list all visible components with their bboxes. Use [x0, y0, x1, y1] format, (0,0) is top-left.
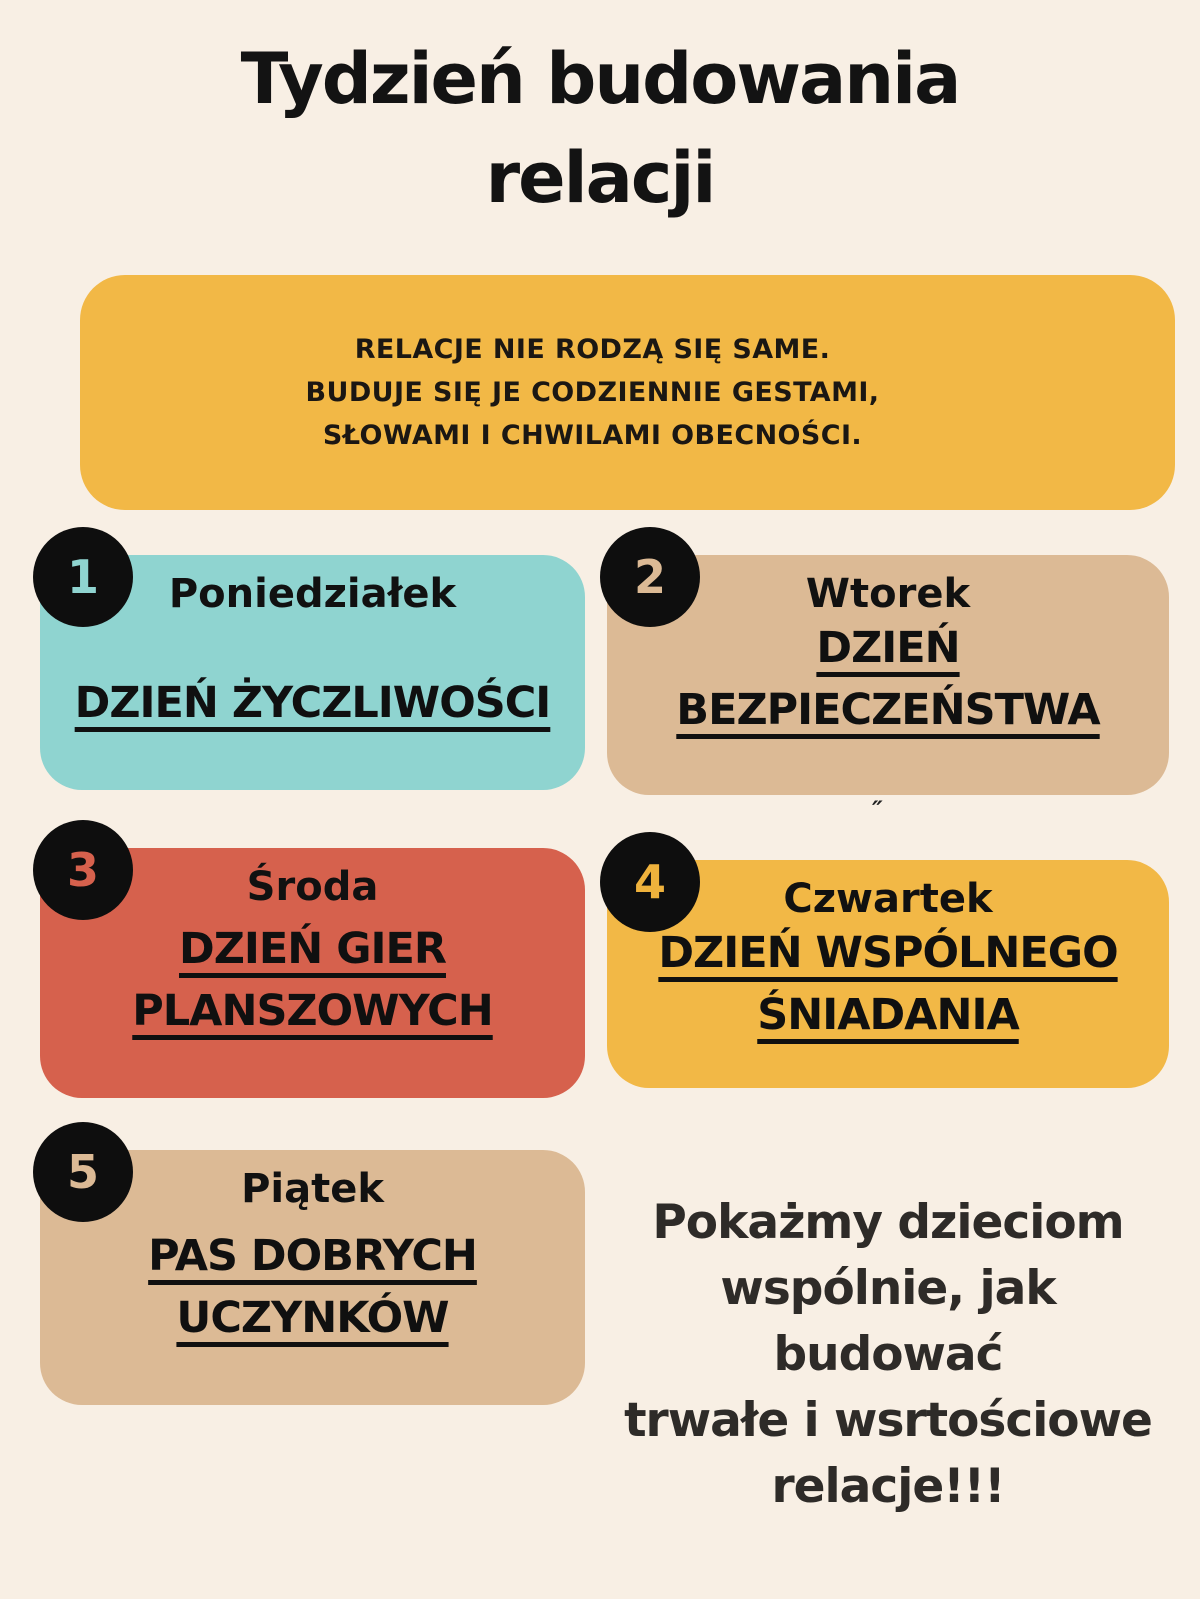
day-event-tuesday: DZIEŃ BEZPIECZEŃSTWA: [676, 617, 1100, 741]
event-line: DZIEŃ GIER: [179, 924, 447, 974]
intro-line-2: BUDUJE SIĘ JE CODZIENNIE GESTAMI,: [305, 377, 880, 408]
day-number-badge: 5: [33, 1122, 133, 1222]
day-number: 1: [66, 550, 99, 604]
event-line: BEZPIECZEŃSTWA: [676, 685, 1100, 735]
closing-line-2: wspólnie, jak budować: [720, 1261, 1056, 1382]
day-number-badge: 1: [33, 527, 133, 627]
day-event-wednesday: DZIEŃ GIER PLANSZOWYCH: [132, 918, 493, 1042]
day-name-tuesday: Wtorek: [805, 571, 971, 617]
day-name-wednesday: Środa: [246, 864, 379, 910]
closing-line-4: relacje!!!: [771, 1459, 1005, 1514]
closing-message: Pokażmy dzieciom wspólnie, jak budować t…: [607, 1190, 1169, 1520]
card-wednesday: 3 Środa DZIEŃ GIER PLANSZOWYCH: [33, 820, 585, 1098]
card-friday: 5 Piątek PAS DOBRYCH UCZYNKÓW: [33, 1122, 585, 1405]
day-number-badge: 2: [600, 527, 700, 627]
closing-line-1: Pokażmy dzieciom: [652, 1195, 1124, 1250]
event-line: PAS DOBRYCH: [148, 1231, 478, 1281]
event-line: DZIEŃ ŻYCZLIWOŚCI: [74, 678, 552, 728]
day-event-friday: PAS DOBRYCH UCZYNKÓW: [148, 1225, 478, 1349]
day-name-friday: Piątek: [241, 1166, 384, 1212]
day-number: 3: [66, 843, 99, 897]
event-line: ŚNIADANIA: [757, 990, 1019, 1040]
page-title-line-1: Tydzień budowania: [240, 38, 962, 120]
card-thursday: 4 Czwartek DZIEŃ WSPÓLNEGO ŚNIADANIA: [600, 832, 1169, 1088]
day-name-monday: Poniedziałek: [168, 571, 457, 617]
intro-line-1: RELACJE NIE RODZĄ SIĘ SAME.: [354, 334, 831, 365]
card-monday: 1 Poniedziałek DZIEŃ ŻYCZLIWOŚCI: [33, 527, 585, 790]
intro-line-3: SŁOWAMI I CHWILAMI OBECNOŚCI.: [322, 420, 863, 451]
event-line: DZIEŃ: [816, 623, 960, 673]
day-event-thursday: DZIEŃ WSPÓLNEGO ŚNIADANIA: [658, 922, 1118, 1046]
day-number-badge: 3: [33, 820, 133, 920]
event-line: PLANSZOWYCH: [132, 986, 493, 1036]
day-number: 4: [633, 855, 666, 909]
closing-line-3: trwałe i wsrtościowe: [624, 1393, 1153, 1448]
day-event-monday: DZIEŃ ŻYCZLIWOŚCI: [74, 672, 552, 734]
event-line: UCZYNKÓW: [176, 1293, 449, 1343]
day-number: 5: [66, 1145, 99, 1199]
intro-quote-box: RELACJE NIE RODZĄ SIĘ SAME. BUDUJE SIĘ J…: [80, 275, 1175, 510]
intro-quote-text: RELACJE NIE RODZĄ SIĘ SAME. BUDUJE SIĘ J…: [306, 328, 880, 457]
card-tuesday: 2 Wtorek DZIEŃ BEZPIECZEŃSTWA: [600, 527, 1169, 795]
page-title: Tydzień budowania relacji: [0, 30, 1200, 228]
stray-quote-mark: ″: [872, 796, 883, 824]
day-number: 2: [633, 550, 666, 604]
page-title-line-2: relacji: [485, 137, 717, 219]
day-name-thursday: Czwartek: [783, 876, 993, 922]
event-line: DZIEŃ WSPÓLNEGO: [658, 928, 1118, 978]
day-number-badge: 4: [600, 832, 700, 932]
